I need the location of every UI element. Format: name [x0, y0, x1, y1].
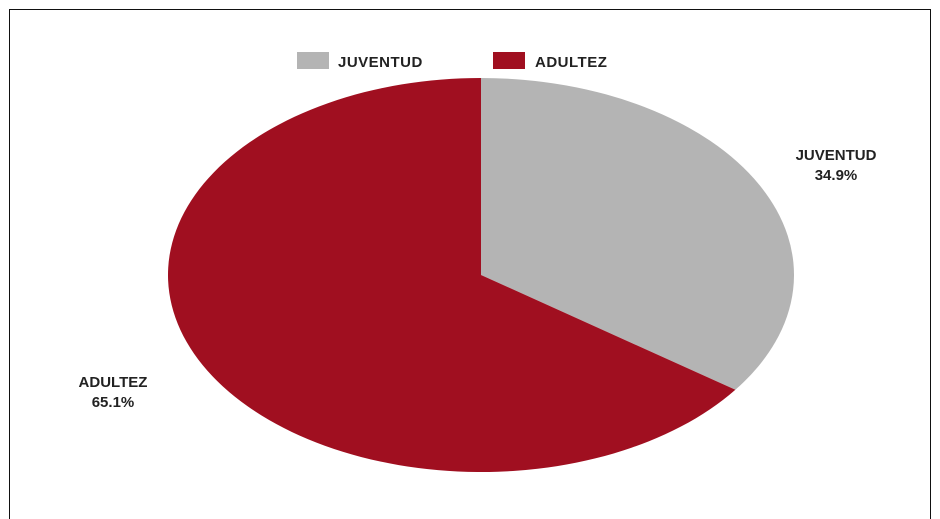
pie-slice-juventud — [481, 78, 795, 390]
legend-swatch-juventud — [297, 52, 329, 69]
data-label-adultez: ADULTEZ 65.1% — [79, 374, 148, 411]
data-label-adultez-value: 65.1% — [92, 394, 135, 411]
pie-slices — [167, 78, 795, 472]
legend-label-juventud: JUVENTUD — [338, 54, 423, 71]
legend-swatch-adultez — [493, 52, 525, 69]
data-label-adultez-name: ADULTEZ — [79, 374, 148, 391]
data-label-juventud-value: 34.9% — [815, 167, 858, 184]
data-label-juventud: JUVENTUD 34.9% — [796, 147, 877, 184]
pie-slice-adultez — [167, 78, 736, 472]
data-label-juventud-name: JUVENTUD — [796, 147, 877, 164]
legend: JUVENTUD ADULTEZ — [297, 52, 607, 71]
legend-label-adultez: ADULTEZ — [535, 54, 607, 71]
